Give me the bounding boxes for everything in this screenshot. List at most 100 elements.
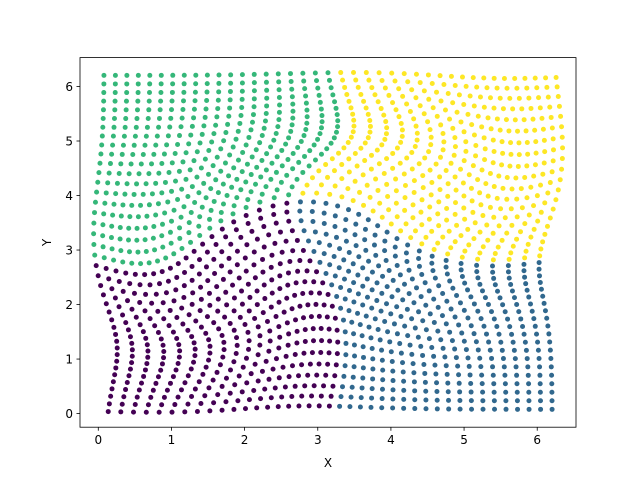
data-point	[526, 381, 532, 387]
data-point	[264, 318, 270, 324]
data-point	[450, 285, 456, 291]
data-point	[331, 135, 337, 141]
data-point	[434, 389, 440, 395]
data-point	[461, 307, 467, 313]
data-point	[166, 169, 172, 175]
data-point	[504, 230, 510, 236]
data-point	[155, 374, 161, 380]
data-point	[283, 238, 289, 244]
data-point	[477, 250, 483, 256]
data-point	[370, 376, 376, 382]
data-point	[466, 172, 472, 178]
data-point	[113, 331, 119, 337]
data-point	[136, 387, 142, 393]
data-point	[380, 377, 386, 383]
data-point	[334, 112, 340, 118]
data-point	[524, 139, 530, 145]
data-point	[326, 77, 332, 83]
data-point	[187, 167, 193, 173]
data-point	[244, 380, 250, 386]
data-point	[514, 302, 520, 308]
data-point	[373, 252, 379, 258]
x-tick-label: 6	[533, 433, 541, 447]
data-point	[253, 147, 259, 153]
data-point	[173, 287, 179, 293]
plot-frame	[79, 57, 577, 428]
data-point	[228, 80, 234, 86]
data-point	[350, 374, 356, 380]
data-point	[276, 109, 282, 115]
data-point	[369, 386, 375, 392]
data-point	[257, 140, 263, 146]
data-point	[213, 241, 219, 247]
data-point	[323, 162, 329, 168]
data-point	[169, 89, 175, 95]
data-point	[274, 187, 280, 193]
data-point	[249, 119, 255, 125]
data-point	[369, 305, 375, 311]
data-point	[136, 171, 142, 177]
data-point	[384, 125, 390, 131]
data-point	[286, 403, 292, 409]
data-point	[452, 314, 458, 320]
data-point	[367, 129, 373, 135]
data-point	[406, 291, 412, 297]
data-point	[263, 167, 269, 173]
data-point	[198, 284, 204, 290]
data-point	[514, 389, 520, 395]
data-point	[497, 127, 503, 133]
data-point	[302, 339, 308, 345]
data-point	[290, 166, 296, 172]
data-point	[377, 337, 383, 343]
data-point	[501, 364, 507, 370]
data-point	[114, 358, 120, 364]
data-point	[325, 70, 331, 76]
data-point	[340, 384, 345, 390]
data-point	[523, 248, 529, 254]
data-point	[404, 258, 410, 264]
data-point	[324, 146, 330, 152]
data-point	[358, 395, 364, 401]
data-point	[549, 389, 555, 395]
data-point	[158, 81, 164, 87]
data-point	[470, 209, 476, 215]
data-point	[318, 326, 324, 332]
data-point	[426, 288, 432, 294]
data-point	[207, 350, 213, 356]
data-point	[219, 332, 225, 338]
data-point	[454, 109, 460, 115]
data-point	[409, 166, 415, 172]
data-point	[146, 107, 152, 113]
data-point	[346, 98, 352, 104]
data-point	[394, 304, 400, 310]
data-point	[401, 378, 407, 384]
data-point	[453, 355, 459, 361]
data-point	[512, 356, 518, 362]
data-point	[153, 212, 159, 218]
data-point	[404, 155, 410, 161]
data-point	[269, 277, 275, 283]
data-point	[159, 269, 165, 275]
data-point	[311, 142, 317, 148]
data-point	[440, 345, 446, 351]
data-point	[406, 267, 412, 273]
data-point	[359, 385, 365, 391]
data-point	[491, 275, 497, 281]
data-point	[234, 335, 240, 341]
data-point	[459, 254, 465, 260]
data-point	[499, 162, 505, 168]
data-point	[192, 353, 198, 359]
data-point	[129, 202, 135, 208]
data-point	[143, 248, 149, 254]
data-point	[458, 267, 464, 273]
data-point	[219, 383, 225, 389]
data-point	[379, 290, 385, 296]
data-point	[396, 86, 402, 92]
data-point	[246, 134, 252, 140]
data-point	[338, 70, 344, 76]
data-point	[122, 124, 128, 130]
data-point	[378, 106, 384, 112]
data-point	[526, 294, 532, 300]
data-point	[515, 406, 521, 412]
data-point	[484, 222, 490, 228]
